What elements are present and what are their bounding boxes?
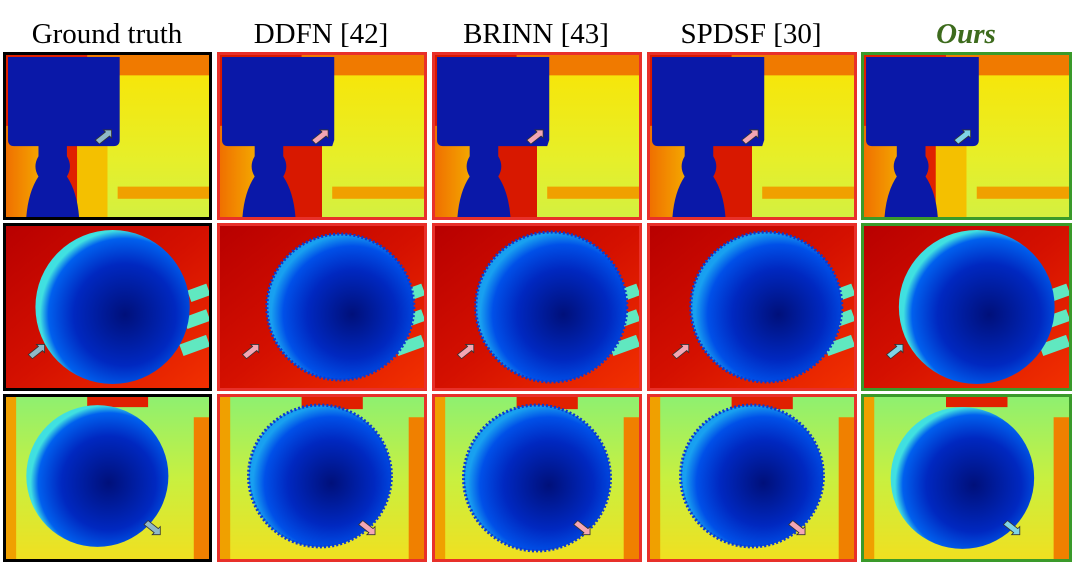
cell-row3-ours xyxy=(861,394,1072,562)
cell-row1-spdsf xyxy=(647,52,857,220)
arrow-icon xyxy=(456,344,475,360)
depth-map-image xyxy=(650,397,854,559)
cell-row3-ground-truth xyxy=(3,394,212,562)
depth-map-image xyxy=(435,226,639,388)
depth-map-image xyxy=(864,226,1069,388)
cell-row2-spdsf xyxy=(647,223,857,391)
cell-row1-brinn xyxy=(432,52,642,220)
cell-row2-ground-truth xyxy=(3,223,212,391)
depth-map-image xyxy=(220,226,424,388)
depth-map-image xyxy=(435,397,639,559)
cell-row3-ddfn xyxy=(217,394,427,562)
arrow-icon xyxy=(671,344,690,360)
header-brinn: BRINN [43] xyxy=(463,18,609,50)
cell-row2-ours xyxy=(861,223,1072,391)
depth-map-image xyxy=(220,55,424,217)
arrow-icon xyxy=(241,344,260,360)
depth-map-image xyxy=(864,397,1069,559)
cell-row1-ddfn xyxy=(217,52,427,220)
header-spdsf: SPDSF [30] xyxy=(680,18,822,50)
arrow-icon xyxy=(885,344,904,360)
depth-map-image xyxy=(6,55,209,217)
depth-map-image xyxy=(864,55,1069,217)
depth-map-image xyxy=(6,226,209,388)
arrow-icon xyxy=(143,519,161,536)
arrow-icon xyxy=(27,344,45,360)
arrow-icon xyxy=(788,519,806,536)
depth-map-image xyxy=(650,226,854,388)
arrow-icon xyxy=(358,519,376,536)
arrow-icon xyxy=(1002,519,1021,536)
depth-map-image xyxy=(220,397,424,559)
cell-row1-ground-truth xyxy=(3,52,212,220)
depth-map-image xyxy=(435,55,639,217)
cell-row1-ours xyxy=(861,52,1072,220)
header-ours: Ours xyxy=(936,18,996,50)
cell-row2-ddfn xyxy=(217,223,427,391)
header-ddfn: DDFN [42] xyxy=(253,18,389,50)
cell-row3-brinn xyxy=(432,394,642,562)
cell-row2-brinn xyxy=(432,223,642,391)
header-ground-truth: Ground truth xyxy=(31,18,183,50)
depth-map-image xyxy=(650,55,854,217)
depth-map-image xyxy=(6,397,209,559)
cell-row3-spdsf xyxy=(647,394,857,562)
arrow-icon xyxy=(573,519,591,536)
